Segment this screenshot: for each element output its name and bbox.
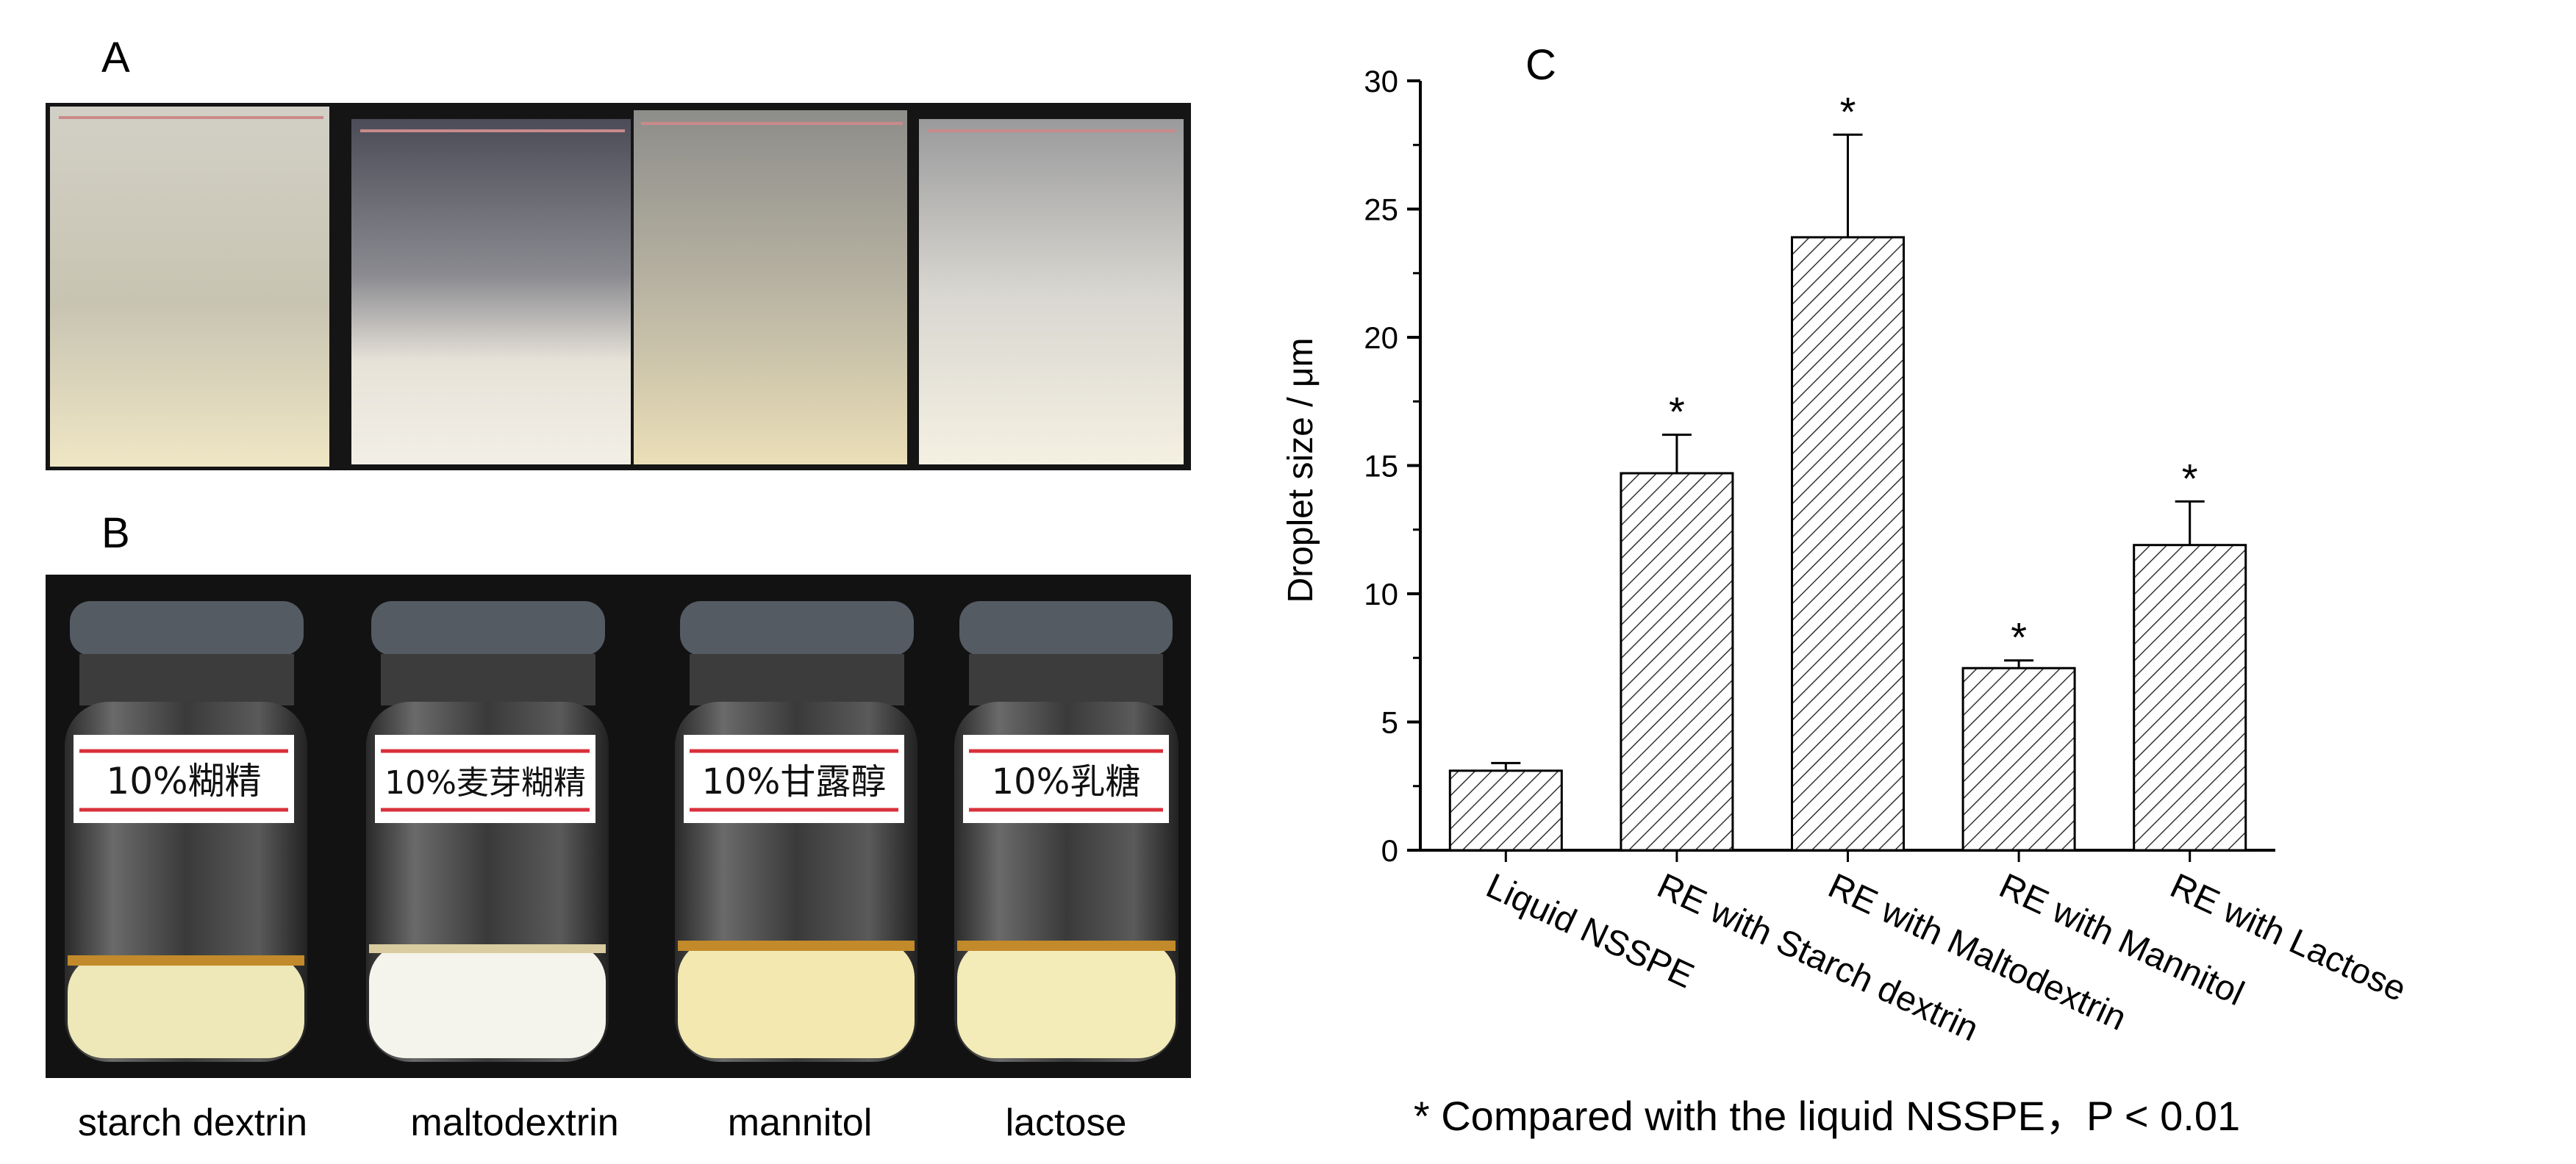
bag-starch-dextrin xyxy=(50,107,329,467)
photo-b-label-mannitol: mannitol xyxy=(728,1102,873,1144)
bar xyxy=(2133,544,2247,852)
y-tick-label: 0 xyxy=(1381,833,1398,868)
photo-b-label-lactose: lactose xyxy=(1006,1102,1127,1144)
significance-marker: * xyxy=(2182,455,2198,501)
y-tick-label: 30 xyxy=(1364,64,1398,98)
bag-maltodextrin xyxy=(351,119,631,464)
photo-b-label-maltodextrin: maltodextrin xyxy=(410,1102,618,1144)
photo-a-bags xyxy=(46,103,1191,470)
significance-marker: * xyxy=(1840,88,1856,134)
vial-lactose: 10%乳糖 xyxy=(954,601,1178,1062)
vial-maltodextrin: 10%麦芽糊精 xyxy=(366,601,609,1062)
vial-starch-dextrin: 10%糊精 xyxy=(65,601,307,1062)
y-tick-label: 5 xyxy=(1381,705,1398,740)
y-axis-label: Droplet size / μm xyxy=(1281,337,1320,603)
panel-letter-c: C xyxy=(1525,41,1556,89)
bar xyxy=(1448,769,1563,852)
vial-mannitol: 10%甘露醇 xyxy=(675,601,917,1062)
significance-marker: * xyxy=(2011,614,2027,661)
bag-lactose xyxy=(919,119,1184,464)
bag-mannitol xyxy=(634,110,907,464)
vial-handwritten-lactose: 10%乳糖 xyxy=(992,761,1141,802)
y-tick-label: 10 xyxy=(1364,577,1398,611)
vial-handwritten-mannitol: 10%甘露醇 xyxy=(702,761,887,802)
bar xyxy=(1791,236,1905,852)
bar xyxy=(1961,667,2076,852)
y-tick-label: 20 xyxy=(1364,320,1398,355)
significance-marker: * xyxy=(1669,389,1685,435)
panel-letter-a: A xyxy=(101,34,130,82)
panel-letter-b: B xyxy=(101,509,130,557)
chart-footnote: * Compared with the liquid NSSPE，P < 0.0… xyxy=(1414,1093,2240,1139)
photo-b-label-starch-dextrin: starch dextrin xyxy=(78,1102,307,1144)
x-tick-label: RE with Starch dextrin xyxy=(1651,866,1984,1049)
photo-b-vials: 10%糊精 10%麦芽糊精 10%甘露醇 xyxy=(46,575,1191,1078)
vial-handwritten-maltodextrin: 10%麦芽糊精 xyxy=(384,764,586,802)
y-tick-label: 25 xyxy=(1364,193,1398,227)
y-tick-label: 15 xyxy=(1364,449,1398,484)
vial-handwritten-starch-dextrin: 10%糊精 xyxy=(106,760,261,802)
bar xyxy=(1620,472,1734,852)
